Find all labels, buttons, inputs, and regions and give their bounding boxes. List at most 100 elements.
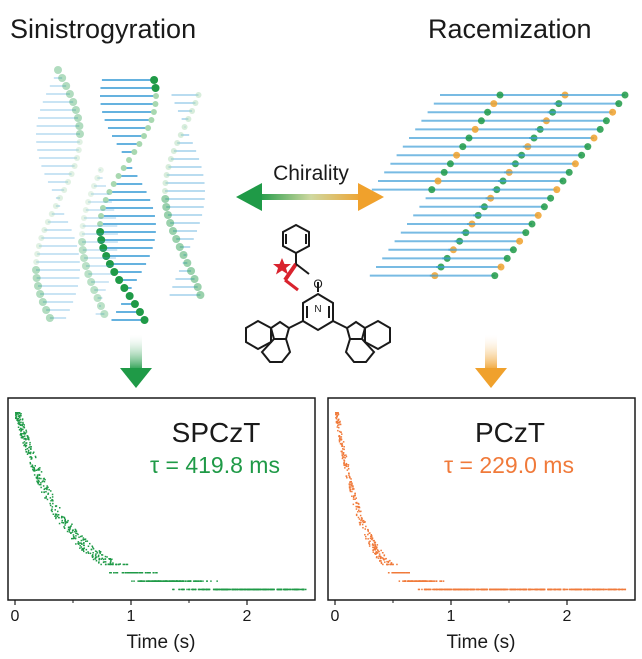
- decay-point: [160, 580, 163, 582]
- decay-point: [341, 445, 343, 447]
- decay-point: [374, 546, 377, 548]
- decay-point: [358, 503, 360, 505]
- decay-point: [619, 588, 621, 591]
- decay-point: [20, 427, 22, 430]
- decay-point: [504, 588, 507, 591]
- helix-node: [44, 219, 51, 225]
- decay-point: [126, 572, 129, 574]
- decay-point: [277, 588, 280, 591]
- decay-point: [305, 588, 307, 591]
- decay-point: [15, 412, 17, 414]
- decay-point: [19, 434, 22, 436]
- helix-node: [175, 243, 184, 251]
- decay-point: [34, 465, 36, 467]
- decay-point: [37, 479, 40, 482]
- decay-point: [30, 465, 32, 468]
- decay-point: [219, 588, 221, 591]
- decay-point: [362, 519, 365, 522]
- decay-point: [50, 509, 53, 512]
- decay-point: [499, 588, 501, 591]
- decay-point: [18, 421, 20, 424]
- decay-point: [139, 580, 142, 582]
- decay-point: [365, 535, 367, 538]
- decay-point: [394, 572, 396, 574]
- decay-point: [36, 481, 39, 483]
- decay-point: [267, 588, 269, 591]
- decay-point: [615, 588, 618, 591]
- decay-point: [79, 547, 81, 549]
- decay-point: [348, 486, 351, 489]
- decay-point: [63, 526, 65, 528]
- chart-spczt: SPCzT τ = 419.8 ms 0 1 2 Time (s): [7, 397, 316, 653]
- decay-point: [352, 487, 354, 489]
- decay-point: [189, 580, 191, 582]
- decay-point: [522, 588, 524, 591]
- decay-point: [140, 580, 143, 582]
- decay-point: [369, 537, 372, 540]
- decay-point: [32, 468, 34, 471]
- decay-point: [358, 506, 360, 508]
- decay-point: [173, 588, 175, 591]
- decay-point: [442, 588, 444, 591]
- decay-point: [374, 544, 376, 546]
- ladder-node: [547, 194, 555, 202]
- helix-node: [81, 262, 90, 270]
- decay-point: [95, 560, 98, 562]
- decay-point: [43, 488, 45, 491]
- x-tick-label: 0: [331, 608, 340, 625]
- decay-point: [37, 469, 39, 471]
- decay-point: [368, 545, 371, 547]
- decay-point: [525, 588, 528, 591]
- nitrogen-atom-label: N: [314, 304, 321, 315]
- decay-point: [280, 588, 282, 591]
- decay-point: [481, 588, 484, 591]
- decay-point: [343, 459, 345, 461]
- decay-point: [419, 580, 421, 582]
- decay-point: [50, 500, 52, 502]
- decay-point: [42, 480, 44, 482]
- decay-point: [91, 555, 93, 557]
- helix-node: [161, 195, 170, 203]
- decay-point: [21, 435, 24, 438]
- helix-node: [41, 227, 48, 233]
- decay-point: [340, 431, 342, 434]
- decay-point: [20, 415, 22, 417]
- decay-point: [336, 414, 339, 416]
- decay-point: [148, 572, 150, 574]
- decay-point: [563, 588, 565, 591]
- decay-point: [25, 429, 27, 432]
- decay-point: [79, 544, 81, 547]
- decay-point: [450, 588, 452, 591]
- decay-point: [44, 478, 46, 481]
- decay-point: [342, 456, 344, 459]
- decay-point: [83, 542, 85, 544]
- decay-point: [338, 423, 340, 426]
- decay-point: [64, 522, 67, 525]
- decay-point: [587, 588, 589, 591]
- decay-point: [362, 521, 365, 524]
- ladder-node: [590, 134, 598, 142]
- decay-point: [446, 588, 448, 591]
- ladder-node: [609, 108, 617, 116]
- decay-point: [367, 533, 369, 536]
- decay-point: [69, 527, 71, 529]
- decay-point: [92, 552, 94, 554]
- decay-point: [367, 538, 369, 540]
- decay-point: [83, 539, 85, 541]
- decay-point: [407, 572, 409, 574]
- decay-point: [515, 588, 517, 591]
- decay-point: [347, 464, 350, 466]
- decay-point: [276, 588, 279, 591]
- helix-node: [130, 300, 139, 308]
- decay-point: [382, 557, 384, 560]
- decay-point: [374, 541, 377, 544]
- decay-point: [518, 588, 521, 591]
- decay-point: [95, 556, 97, 558]
- decay-point: [65, 521, 67, 523]
- helix-node: [168, 227, 177, 235]
- decay-point: [266, 588, 269, 591]
- decay-point: [54, 505, 57, 507]
- decay-point: [423, 588, 426, 591]
- decay-point: [529, 588, 532, 591]
- decay-point: [186, 588, 188, 591]
